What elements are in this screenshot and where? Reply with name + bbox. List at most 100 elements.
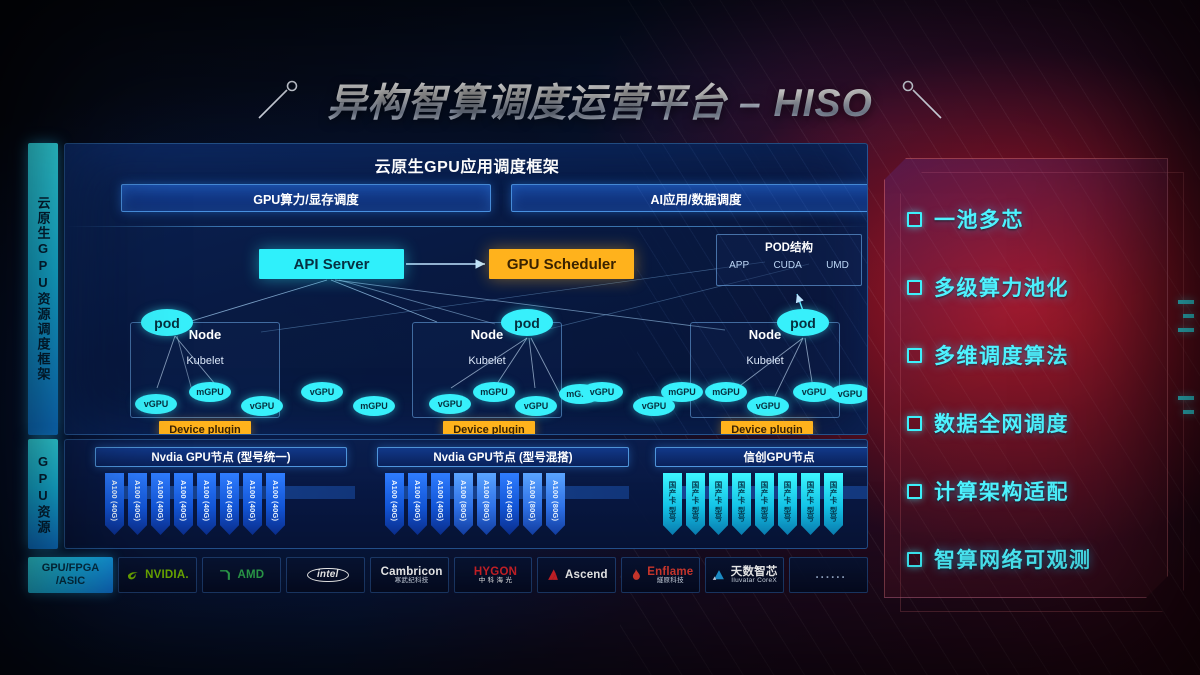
rail-label-cloud-native: 云原生GPU资源调度框架: [28, 143, 58, 435]
gpu-pill-loose-5[interactable]: mGPU: [661, 382, 703, 402]
gpu-card-label: A100 (40G): [505, 480, 514, 522]
gpu-pill-loose-4[interactable]: vGPU: [633, 396, 675, 416]
gpu-card[interactable]: 国产卡 型号: [709, 473, 728, 535]
gpu-card[interactable]: A100 (40G): [128, 473, 147, 535]
chip-gpu-compute-memory-label: GPU算力/显存调度: [253, 192, 359, 207]
gpu-card[interactable]: A100 (40G): [500, 473, 519, 535]
feature-label: 多维调度算法: [934, 345, 1069, 368]
checkbox-icon: [907, 280, 922, 295]
gpu-card[interactable]: A100 (80G): [523, 473, 542, 535]
feature-item-1[interactable]: 一池多芯: [907, 185, 1167, 253]
gpu-card-label: A100 (80G): [482, 480, 491, 522]
chip-gpu-compute-memory[interactable]: GPU算力/显存调度: [121, 184, 491, 212]
gpu-pill-loose-2[interactable]: mGPU: [353, 396, 395, 416]
vendor-cell[interactable]: Cambricon 寒武纪科技: [369, 557, 449, 593]
pod-node-1[interactable]: pod: [141, 309, 193, 336]
pod-node-2[interactable]: pod: [501, 309, 553, 336]
gpu-pill-3-1[interactable]: mGPU: [705, 382, 747, 402]
gpu-pill-1-3[interactable]: vGPU: [241, 396, 283, 416]
feature-panel: 一池多芯 多级算力池化多维调度算法 数据全网调度计算架构适配 智算网络可观测: [884, 158, 1168, 598]
pod-struct-item-cuda: CUDA: [773, 260, 802, 271]
gpu-card[interactable]: A100 (40G): [105, 473, 124, 535]
gpu-card[interactable]: A100 (40G): [266, 473, 285, 535]
gpu-card[interactable]: A100 (80G): [454, 473, 473, 535]
vendor-name: NVIDIA.: [145, 568, 189, 581]
gpu-pill-loose-1[interactable]: vGPU: [301, 382, 343, 402]
pod-node-3[interactable]: pod: [777, 309, 829, 336]
gpu-card[interactable]: 国产卡 型号: [686, 473, 705, 535]
ascend-logo: [546, 568, 560, 582]
gpu-card[interactable]: 国产卡 型号: [778, 473, 797, 535]
gpu-card[interactable]: 国产卡 型号: [801, 473, 820, 535]
feature-item-2[interactable]: 多级算力池化: [907, 253, 1167, 321]
vendor-cell[interactable]: HYGON 中 科 海 光: [453, 557, 533, 593]
pod-structure-box: POD结构 APP CUDA UMD: [716, 234, 862, 286]
gpu-card[interactable]: A100 (40G): [151, 473, 170, 535]
vendor-name: ......: [815, 568, 847, 581]
framework-title: 云原生GPU应用调度框架: [374, 159, 560, 176]
gpu-pill-3-3[interactable]: vGPU: [793, 382, 835, 402]
node-2-name: Node: [470, 327, 504, 342]
gpu-pill-2-3[interactable]: vGPU: [515, 396, 557, 416]
gpu-pill-2-2[interactable]: mGPU: [473, 382, 515, 402]
api-server-box[interactable]: API Server: [259, 249, 404, 279]
vendor-cell[interactable]: AMD: [201, 557, 281, 593]
vendor-name: intel: [306, 567, 349, 583]
gpu-card[interactable]: A100 (80G): [546, 473, 565, 535]
vendor-cell[interactable]: 天数智芯 Iluvatar CoreX: [705, 557, 785, 593]
amd-logo: [218, 568, 232, 582]
vendor-subtitle: 中 科 海 光: [478, 576, 513, 584]
feature-item-4[interactable]: 数据全网调度: [907, 389, 1167, 457]
gpu-card[interactable]: 国产卡 型号: [755, 473, 774, 535]
pod-structure-title: POD结构: [765, 242, 813, 254]
gpu-card[interactable]: A100 (40G): [197, 473, 216, 535]
vendor-cell[interactable]: NVIDIA.: [118, 557, 197, 593]
gpu-card[interactable]: A100 (40G): [243, 473, 262, 535]
title-left-tick-icon: [257, 80, 313, 120]
gpu-card-label: A100 (40G): [248, 480, 257, 522]
gpu-card-label: A100 (40G): [110, 480, 119, 522]
gpu-card[interactable]: A100 (40G): [431, 473, 450, 535]
gpu-pill-2-1[interactable]: vGPU: [429, 394, 471, 414]
gpu-card[interactable]: A100 (40G): [385, 473, 404, 535]
chip-ai-app-data[interactable]: AI应用/数据调度: [511, 184, 867, 212]
gpu-pill-1-1[interactable]: vGPU: [135, 394, 177, 414]
vendor-cell[interactable]: intel: [285, 557, 365, 593]
gpu-card[interactable]: A100 (80G): [477, 473, 496, 535]
page-title: 异构智算调度运营平台 – HISO: [327, 72, 873, 128]
vendor-text: Enflame 燧原科技: [647, 566, 693, 585]
gpu-card[interactable]: 国产卡 型号: [824, 473, 843, 535]
device-plugin-1[interactable]: Device plugin: [159, 421, 251, 434]
gpu-card[interactable]: 国产卡 型号: [732, 473, 751, 535]
feature-item-6[interactable]: 智算网络可观测: [907, 525, 1167, 593]
vendor-cell[interactable]: Enflame 燧原科技: [621, 557, 701, 593]
gpu-pill-loose-6[interactable]: vGPU: [829, 384, 867, 404]
chip-ai-app-data-label: AI应用/数据调度: [650, 192, 742, 207]
gpu-node-header-2[interactable]: Nvdia GPU节点 (型号混搭): [377, 447, 629, 467]
device-plugin-3[interactable]: Device plugin: [721, 421, 813, 434]
gpu-node-header-1[interactable]: Nvdia GPU节点 (型号统一): [95, 447, 347, 467]
feature-item-3[interactable]: 多维调度算法: [907, 321, 1167, 389]
feature-item-5[interactable]: 计算架构适配: [907, 457, 1167, 525]
feature-label: 数据全网调度: [934, 413, 1069, 436]
device-plugin-2[interactable]: Device plugin: [443, 421, 535, 434]
gpu-card[interactable]: A100 (40G): [220, 473, 239, 535]
gpu-pill-3-2[interactable]: vGPU: [747, 396, 789, 416]
gpu-card-label: 国产卡 型号: [806, 480, 815, 522]
gpu-card[interactable]: A100 (40G): [408, 473, 427, 535]
vendor-name: Enflame: [647, 565, 694, 578]
pod-struct-item-umd: UMD: [826, 260, 849, 271]
vendor-cell[interactable]: ......: [789, 557, 869, 593]
title-bar: 异构智算调度运营平台 – HISO: [0, 72, 1200, 128]
vendor-cell[interactable]: Ascend: [537, 557, 617, 593]
gpu-scheduler-box[interactable]: GPU Scheduler: [489, 249, 634, 279]
gpu-card[interactable]: A100 (40G): [174, 473, 193, 535]
gpu-pill-loose-3[interactable]: vGPU: [581, 382, 623, 402]
vendor-text: ......: [815, 569, 846, 581]
gpu-card-label: A100 (80G): [551, 480, 560, 522]
gpu-card-label: A100 (40G): [271, 480, 280, 522]
gpu-card[interactable]: 国产卡 型号: [663, 473, 682, 535]
gpu-node-header-3[interactable]: 信创GPU节点: [655, 447, 867, 467]
gpu-pill-1-2[interactable]: mGPU: [189, 382, 231, 402]
gpu-card-label: A100 (80G): [528, 480, 537, 522]
